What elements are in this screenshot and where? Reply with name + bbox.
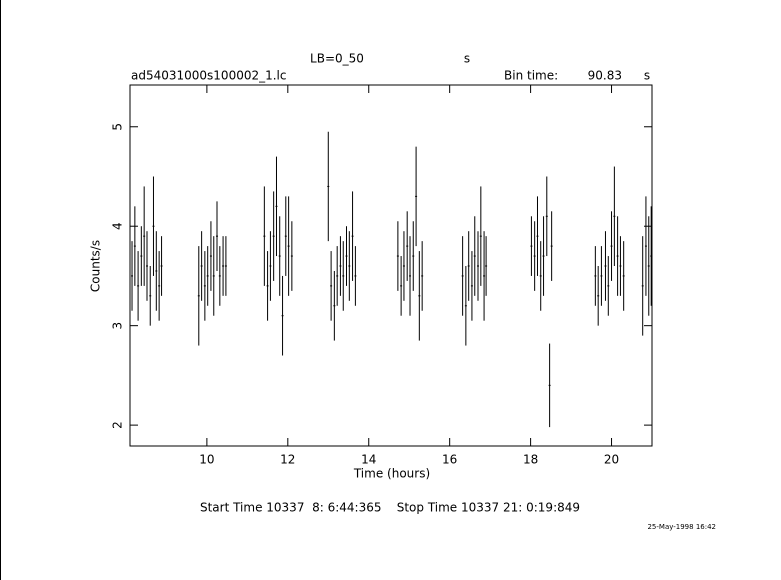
subtitle: ad54031000s100002_1.lc: [131, 69, 287, 83]
chart-title: LB=0_50: [310, 52, 364, 66]
x-tick-label: 16: [442, 453, 457, 467]
y-tick-label: 5: [111, 123, 125, 131]
x-tick-label: 12: [280, 453, 295, 467]
footer: Start Time 10337 8: 6:44:365 Stop Time 1…: [200, 501, 580, 515]
y-tick-label: 4: [111, 222, 125, 230]
title-unit: s: [464, 52, 470, 66]
y-axis-label: Counts/s: [89, 240, 103, 292]
plot-frame: [129, 84, 653, 447]
bin-time-unit: s: [644, 69, 650, 83]
x-axis-label: Time (hours): [353, 467, 430, 481]
x-tick-label: 18: [523, 453, 538, 467]
bin-time-label: Bin time:: [504, 69, 558, 83]
x-tick-label: 10: [199, 453, 214, 467]
y-tick-label: 3: [111, 322, 125, 330]
bin-time: 90.83: [588, 69, 622, 83]
y-tick-label: 2: [111, 421, 125, 429]
timestamp: 25-May-1998 16:42: [647, 523, 716, 531]
x-tick-label: 20: [604, 453, 619, 467]
x-tick-label: 14: [361, 453, 376, 467]
